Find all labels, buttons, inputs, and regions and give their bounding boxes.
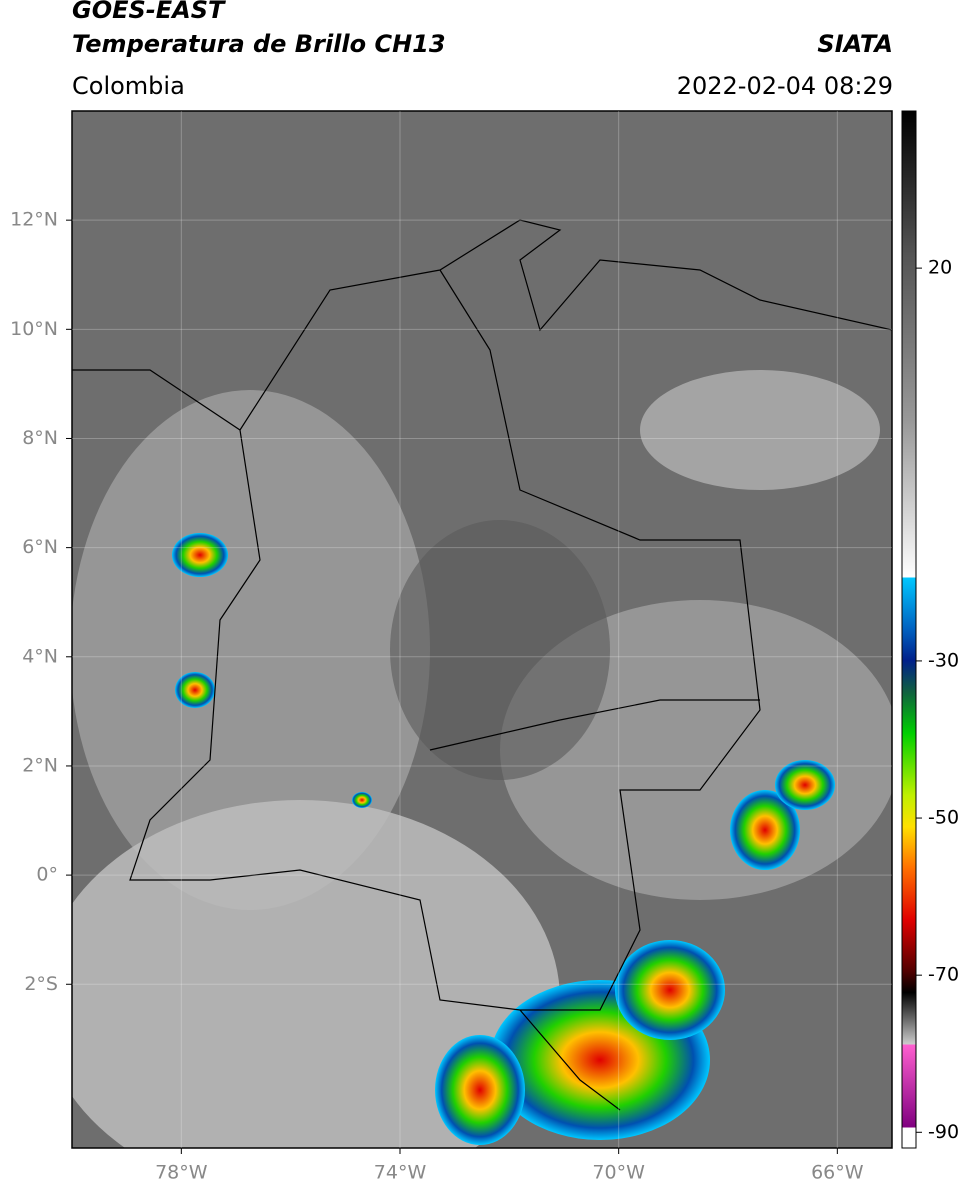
colorbar [901,110,917,1149]
colorbar-tick-label: -70 [928,964,959,986]
title: GOES-EAST [72,0,225,24]
y-tick-label: 12°N [10,209,58,231]
imagery [72,111,892,1148]
datetime: 2022-02-04 08:29 [676,72,893,100]
y-tick-label: 6°N [22,536,58,558]
subtitle: Temperatura de Brillo CH13 [72,30,446,58]
map-frame [71,110,893,1149]
x-tick-label: 74°W [374,1162,427,1184]
y-tick-label: 4°N [22,645,58,667]
colorbar-tick-label: -30 [928,649,959,671]
y-tick-label: 2°S [24,973,58,995]
x-tick-label: 78°W [155,1162,208,1184]
colorbar-tick-label: -90 [928,1121,959,1143]
source: SIATA [817,30,893,58]
x-tick-label: 70°W [592,1162,645,1184]
colorbar-tick-label: 20 [928,257,952,279]
colorbar-tick-label: -50 [928,807,959,829]
region: Colombia [72,72,185,100]
y-tick-label: 0° [36,864,58,886]
y-tick-label: 8°N [22,427,58,449]
y-tick-label: 10°N [10,318,58,340]
x-tick-label: 66°W [811,1162,864,1184]
y-tick-label: 2°N [22,754,58,776]
